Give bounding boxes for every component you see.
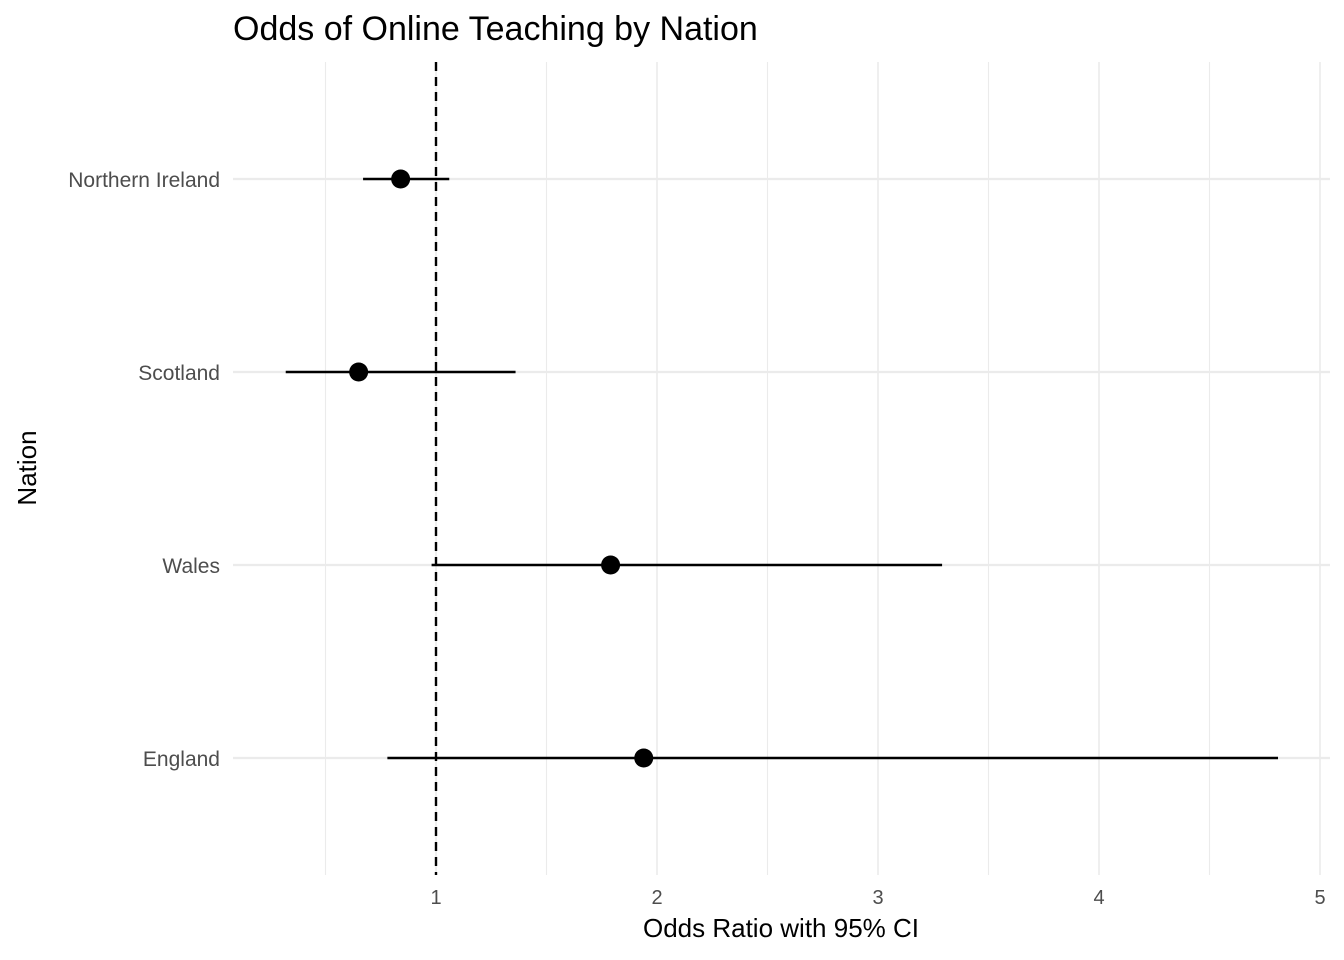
y-tick-label: Northern Ireland <box>68 169 220 192</box>
y-axis-ticks: England Wales Scotland Northern Ireland <box>68 169 220 771</box>
chart-title: Odds of Online Teaching by Nation <box>233 10 758 48</box>
y-axis-title: Nation <box>12 430 42 505</box>
x-tick-label: 4 <box>1093 887 1104 909</box>
x-tick-label: 5 <box>1314 887 1325 909</box>
estimate-point <box>601 555 621 575</box>
x-axis-ticks: 1 2 3 4 5 <box>430 887 1325 909</box>
estimate-point <box>349 362 369 382</box>
x-tick-label: 3 <box>872 887 883 909</box>
y-tick-label: Wales <box>162 555 220 578</box>
estimate-point <box>391 169 411 189</box>
y-tick-label: England <box>143 748 220 771</box>
marks <box>285 169 1279 768</box>
x-tick-label: 1 <box>430 887 441 909</box>
y-tick-label: Scotland <box>138 362 220 385</box>
estimate-point <box>634 748 654 768</box>
x-axis-title: Odds Ratio with 95% CI <box>643 913 919 943</box>
x-tick-label: 2 <box>651 887 662 909</box>
